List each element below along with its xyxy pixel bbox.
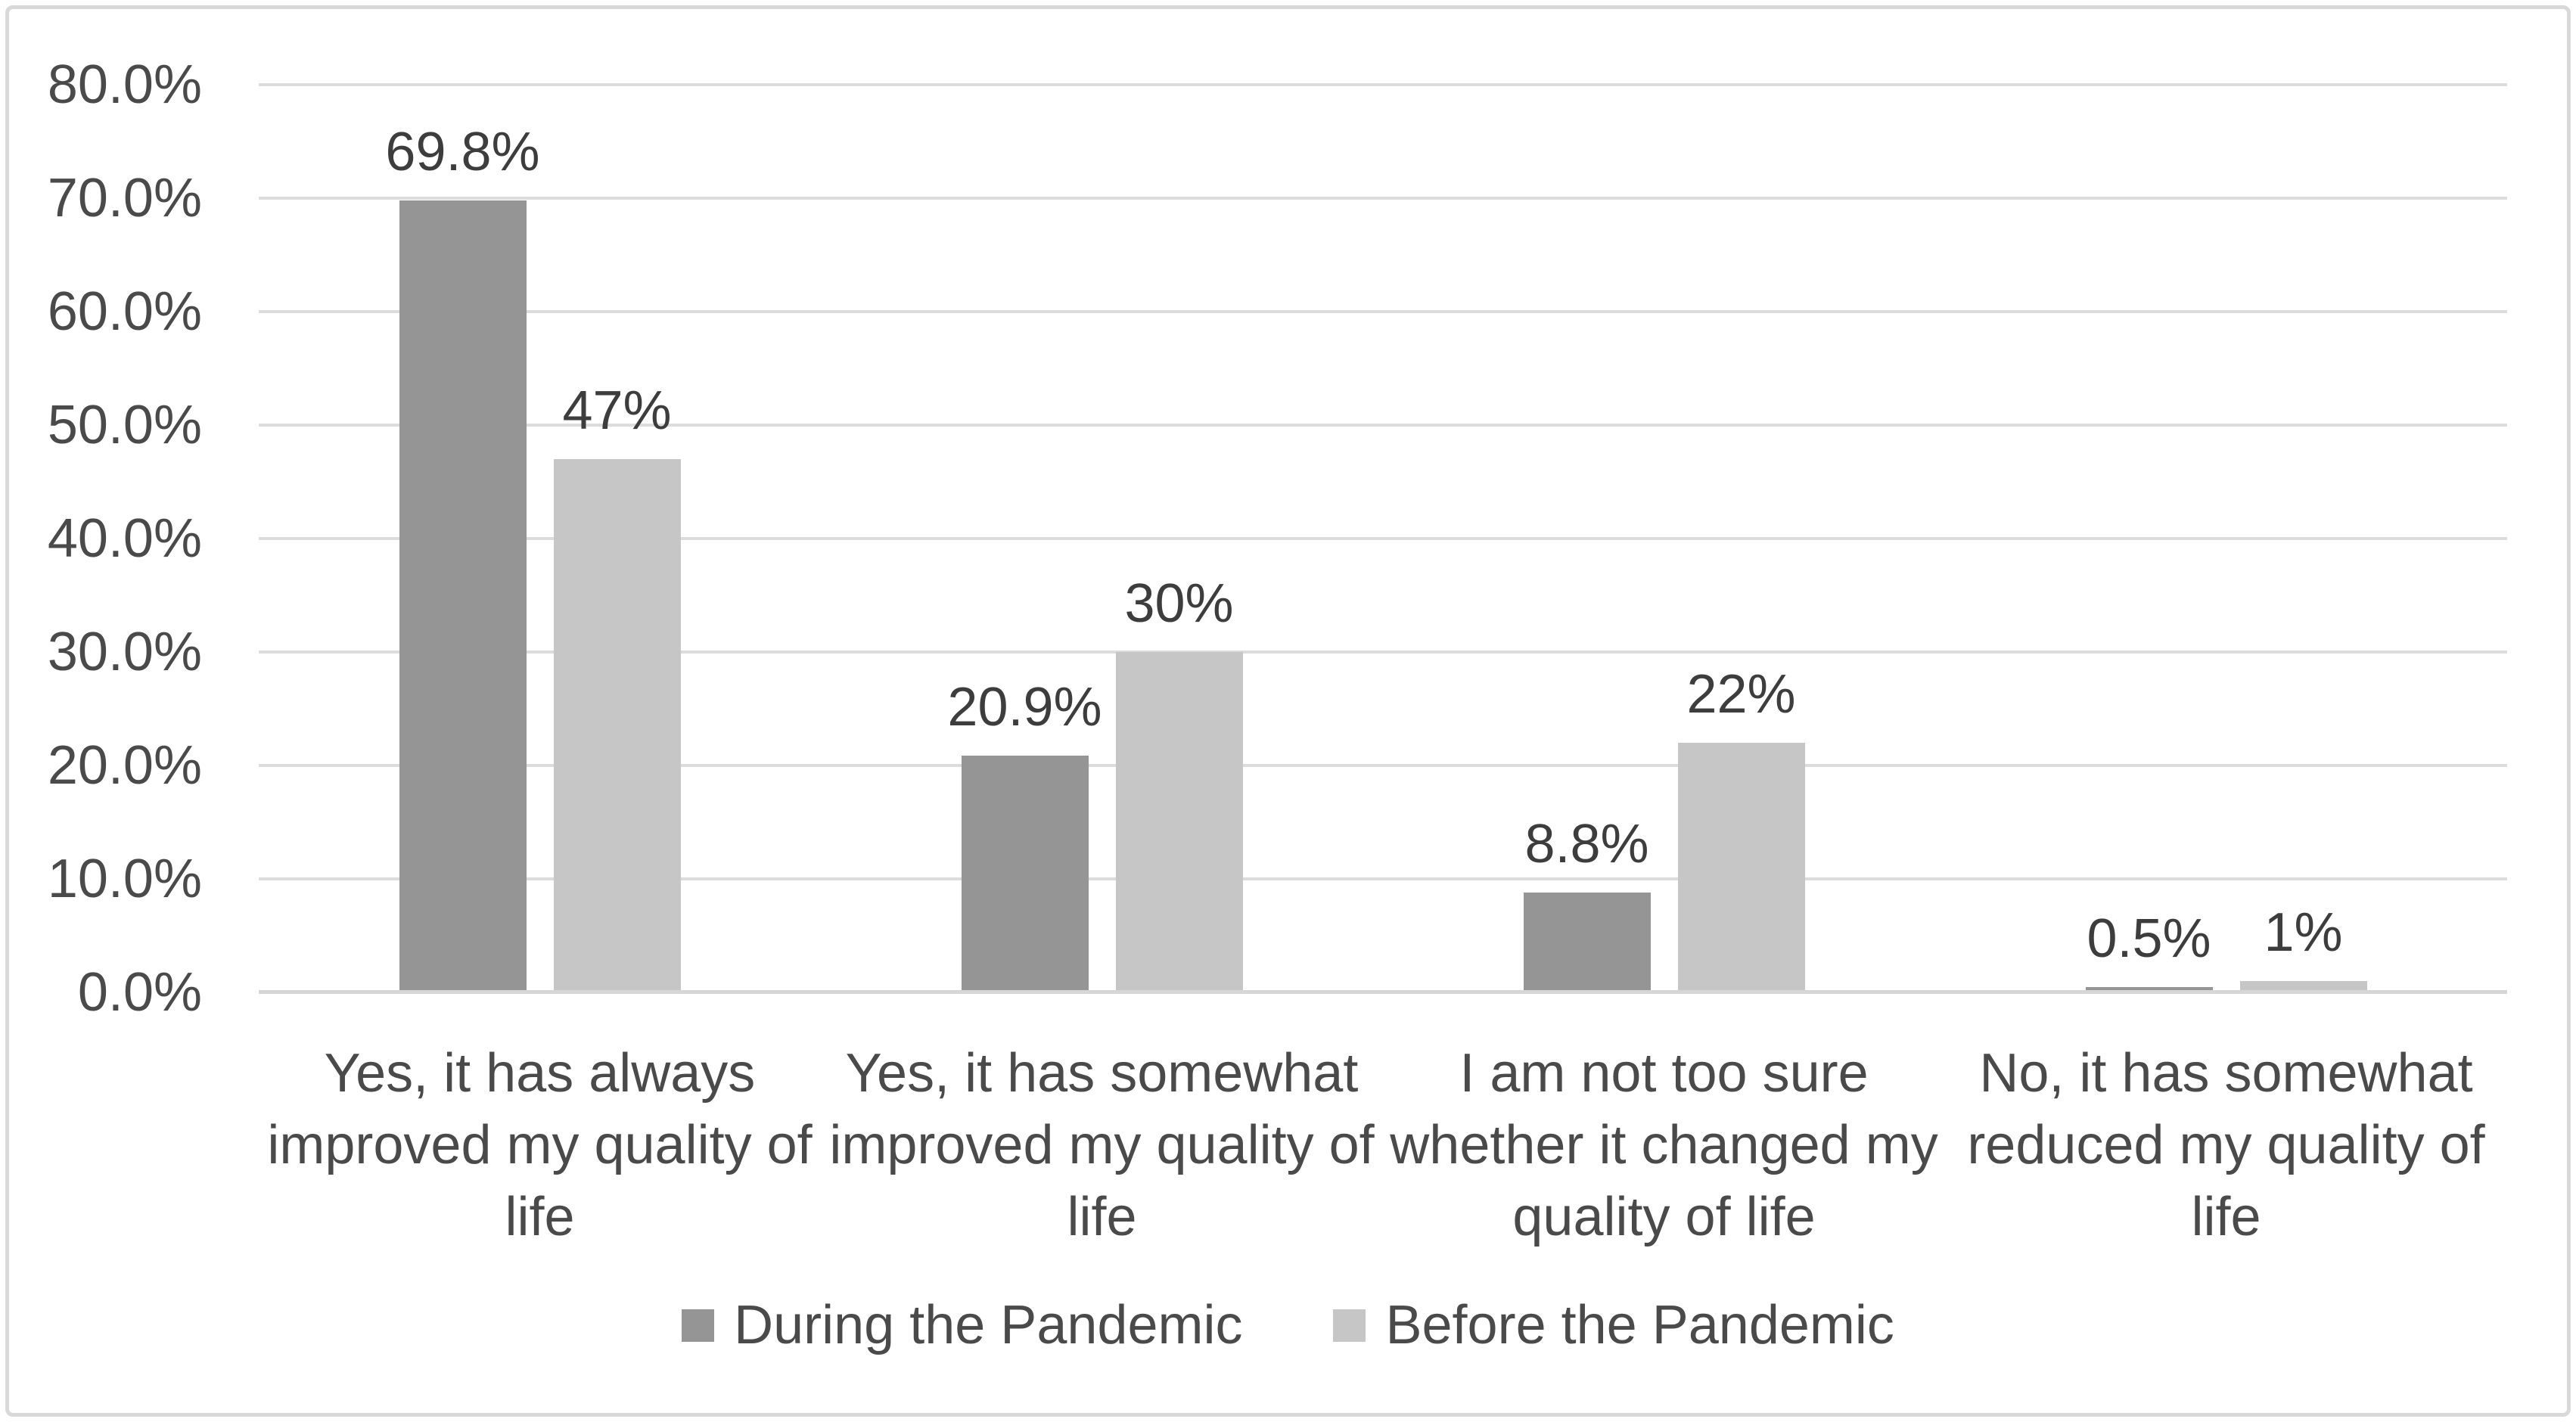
gridline <box>259 537 2507 540</box>
bar-value-label: 8.8% <box>1524 814 1649 874</box>
gridline <box>259 197 2507 200</box>
bar-during-the-pandemic: 20.9% <box>947 680 1102 992</box>
category-label-line: life <box>2191 1187 2261 1247</box>
bar-value-label: 22% <box>1686 664 1796 725</box>
y-tick-label: 70.0% <box>47 168 202 228</box>
y-tick-label: 60.0% <box>47 281 202 342</box>
y-tick-label: 30.0% <box>47 622 202 682</box>
bar-before-the-pandemic: 30% <box>1115 576 1243 992</box>
category-label-line: improved my quality of <box>829 1115 1375 1175</box>
category-label: Yes, it has always improved my quality of… <box>259 1038 821 1253</box>
category-label-line: improved my quality of <box>267 1115 813 1175</box>
bar-group: 20.9% 30% <box>821 85 1383 992</box>
y-tick-label: 40.0% <box>47 508 202 569</box>
category-label-line: No, it has somewhat <box>1979 1043 2473 1104</box>
y-tick-label: 80.0% <box>47 54 202 115</box>
x-axis-line <box>259 990 2507 994</box>
category-label: No, it has somewhat reduced my quality of… <box>1945 1038 2507 1253</box>
legend-swatch-before-the-pandemic <box>1333 1309 1366 1342</box>
chart-frame: 69.8% 47% 20.9% 30% 8.8% 22% 0.5% 1% 80.0% 70.0%… <box>5 5 2571 1417</box>
bar-before-the-pandemic: 47% <box>553 383 681 992</box>
x-axis-category-labels: Yes, it has always improved my quality of… <box>259 1038 2507 1253</box>
legend: During the Pandemic Before the Pandemic <box>9 1295 2567 1355</box>
category-label-line: Yes, it has always <box>324 1043 756 1104</box>
category-label-line: life <box>505 1187 575 1247</box>
bar-during-the-pandemic: 8.8% <box>1523 817 1651 992</box>
legend-swatch-during-the-pandemic <box>682 1309 715 1342</box>
gridline <box>259 877 2507 880</box>
category-label-line: life <box>1067 1187 1137 1247</box>
legend-label: Before the Pandemic <box>1385 1295 1894 1355</box>
y-axis-tick-labels: 80.0% 70.0% 60.0% 50.0% 40.0% 30.0% 20.0% 10.0%… <box>32 57 202 1020</box>
category-label-line: quality of life <box>1512 1187 1816 1247</box>
y-tick-label: 10.0% <box>47 849 202 909</box>
gridline <box>259 83 2507 86</box>
bar-value-label: 1% <box>2264 902 2343 963</box>
gridline <box>259 764 2507 767</box>
bars-layer: 69.8% 47% 20.9% 30% 8.8% 22% 0.5% 1% <box>259 85 2507 992</box>
y-tick-label: 0.0% <box>77 962 202 1023</box>
y-tick-label: 50.0% <box>47 395 202 455</box>
gridline <box>259 424 2507 427</box>
bar-before-the-pandemic: 22% <box>1677 667 1805 992</box>
category-label: Yes, it has somewhat improved my quality … <box>821 1038 1383 1253</box>
bar-group: 69.8% 47% <box>259 85 821 992</box>
bar-before-the-pandemic: 1% <box>2239 905 2367 992</box>
gridline <box>259 650 2507 654</box>
category-label-line: whether it changed my <box>1390 1115 1938 1175</box>
bar-value-label: 20.9% <box>947 676 1102 737</box>
category-label-line: Yes, it has somewhat <box>845 1043 1359 1104</box>
bar-value-label: 47% <box>562 380 672 441</box>
gridline <box>259 310 2507 313</box>
bar-group: 8.8% 22% <box>1383 85 1945 992</box>
category-label: I am not too sure whether it changed my qu… <box>1383 1038 1945 1253</box>
category-label-line: I am not too sure <box>1459 1043 1869 1104</box>
bar-value-label: 0.5% <box>2087 908 2211 969</box>
legend-label: During the Pandemic <box>734 1295 1243 1355</box>
y-tick-label: 20.0% <box>47 735 202 796</box>
category-label-line: reduced my quality of <box>1967 1115 2485 1175</box>
bar-during-the-pandemic: 69.8% <box>385 125 540 992</box>
legend-item-during-the-pandemic: During the Pandemic <box>682 1295 1242 1355</box>
bar-value-label: 69.8% <box>385 122 540 182</box>
plot-area: 69.8% 47% 20.9% 30% 8.8% 22% 0.5% 1% <box>259 83 2507 994</box>
bar-value-label: 30% <box>1124 573 1234 634</box>
bar-group: 0.5% 1% <box>1945 85 2507 992</box>
legend-item-before-the-pandemic: Before the Pandemic <box>1333 1295 1894 1355</box>
bar-during-the-pandemic: 0.5% <box>2085 911 2213 992</box>
